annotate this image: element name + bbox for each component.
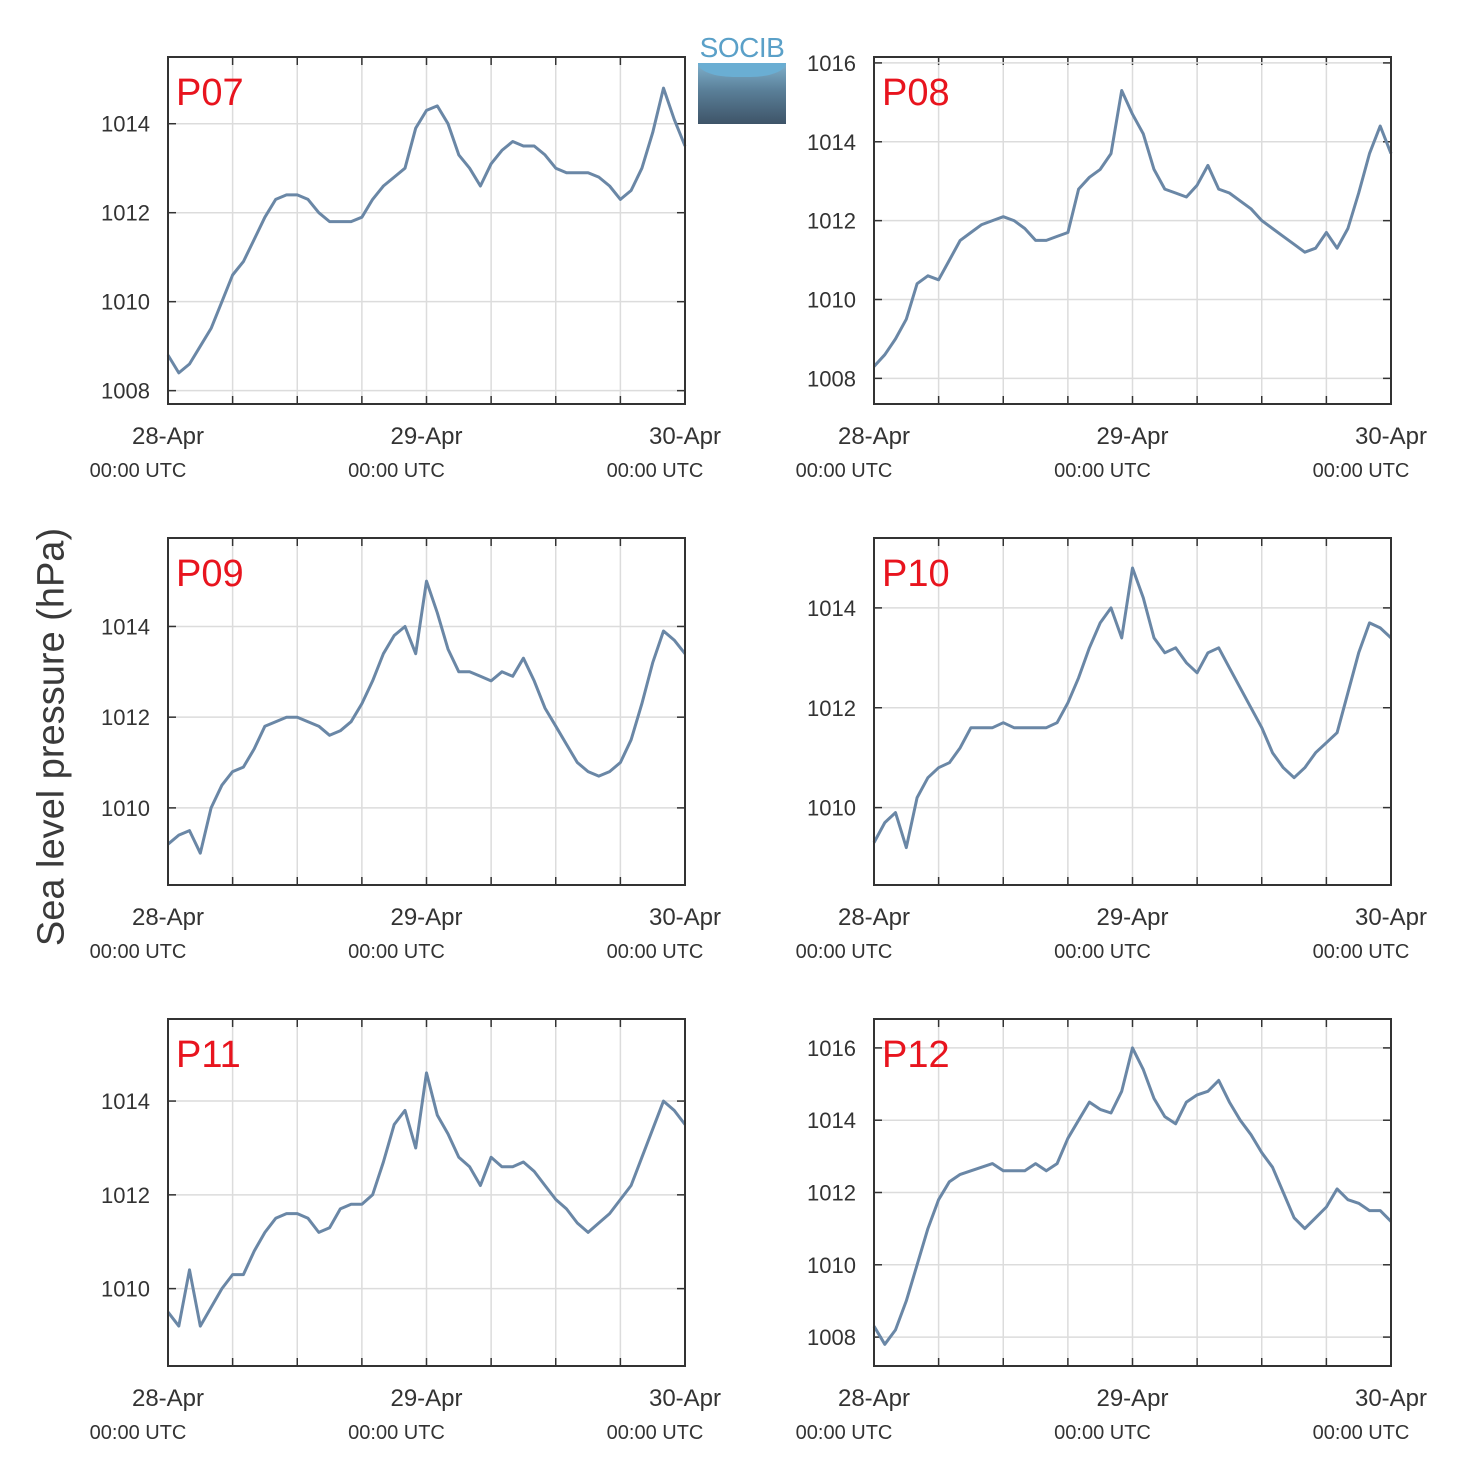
panel-label: P07 <box>176 72 244 114</box>
y-tick-label: 1014 <box>101 614 150 639</box>
y-tick-label: 1014 <box>807 1108 856 1133</box>
x-tick-label: 29-Apr <box>1096 423 1168 450</box>
axes-frame <box>167 1018 686 1367</box>
x-tick-sublabel: 00:00 UTC <box>1313 1422 1410 1444</box>
x-tick-sublabel: 00:00 UTC <box>90 1422 187 1444</box>
y-tick-label: 1014 <box>807 596 856 621</box>
axes-frame <box>167 56 686 405</box>
chart-panel-p11: 1010 1012 1014 28-Apr 00:00 UTC 29-Apr 00:00 U… <box>90 1018 721 1444</box>
x-tick-sublabel: 00:00 UTC <box>1313 460 1410 482</box>
chart-panel-p10: 1010 1012 1014 28-Apr 00:00 UTC 29-Apr 00:00 U… <box>796 537 1427 963</box>
chart-panel-p08: 1008 1010 1012 1014 1016 28-Apr 00:00 UTC 29-Ap… <box>796 51 1427 482</box>
x-tick-label: 28-Apr <box>132 423 204 450</box>
x-tick-label: 30-Apr <box>649 904 721 931</box>
panel-label: P10 <box>882 553 950 595</box>
series-line <box>872 566 1393 850</box>
x-tick-label: 29-Apr <box>1096 904 1168 931</box>
socib-logo: SOCIB <box>697 33 787 125</box>
y-tick-label: 1010 <box>807 288 856 313</box>
panel-label: P08 <box>882 72 950 114</box>
x-tick-sublabel: 00:00 UTC <box>607 1422 704 1444</box>
x-tick-label: 28-Apr <box>838 1385 910 1412</box>
x-tick-label: 29-Apr <box>390 423 462 450</box>
y-tick-label: 1008 <box>101 379 150 404</box>
panel-label: P12 <box>882 1034 950 1076</box>
y-tick-label: 1012 <box>807 696 856 721</box>
x-tick-sublabel: 00:00 UTC <box>348 460 445 482</box>
y-tick-label: 1008 <box>807 1325 856 1350</box>
chart-panel-p09: 1010 1012 1014 28-Apr 00:00 UTC 29-Apr 00:00 U… <box>90 537 721 963</box>
series-line <box>166 1071 687 1328</box>
x-tick-sublabel: 00:00 UTC <box>348 941 445 963</box>
axes-frame <box>873 56 1392 405</box>
x-tick-label: 30-Apr <box>649 1385 721 1412</box>
y-tick-label: 1012 <box>101 1183 150 1208</box>
x-tick-sublabel: 00:00 UTC <box>348 1422 445 1444</box>
chart-panel-p07: 1008 1010 1012 1014 28-Apr 00:00 UTC 29-Apr 00:… <box>90 56 721 482</box>
x-tick-sublabel: 00:00 UTC <box>90 941 187 963</box>
series-line <box>166 86 687 375</box>
panel-label: P11 <box>176 1034 241 1076</box>
y-tick-label: 1012 <box>807 209 856 234</box>
y-tick-label: 1010 <box>101 290 150 315</box>
y-tick-label: 1014 <box>101 112 150 137</box>
x-tick-sublabel: 00:00 UTC <box>1313 941 1410 963</box>
y-tick-label: 1012 <box>101 705 150 730</box>
x-tick-sublabel: 00:00 UTC <box>90 460 187 482</box>
x-tick-sublabel: 00:00 UTC <box>1054 460 1151 482</box>
axes-frame <box>167 537 686 886</box>
x-tick-label: 28-Apr <box>838 904 910 931</box>
x-tick-sublabel: 00:00 UTC <box>796 941 893 963</box>
x-tick-sublabel: 00:00 UTC <box>1054 1422 1151 1444</box>
x-tick-label: 30-Apr <box>649 423 721 450</box>
panel-label: P09 <box>176 553 244 595</box>
y-tick-label: 1008 <box>807 366 856 391</box>
x-tick-label: 28-Apr <box>838 423 910 450</box>
y-tick-label: 1014 <box>101 1089 150 1114</box>
logo-wave <box>698 63 786 77</box>
series-line <box>167 579 687 855</box>
x-tick-sublabel: 00:00 UTC <box>607 460 704 482</box>
y-tick-label: 1012 <box>807 1181 856 1206</box>
y-tick-label: 1010 <box>101 1277 150 1302</box>
axes-frame <box>873 1018 1392 1367</box>
chart-panel-p12: 1008 1010 1012 1014 1016 28-Apr 00:00 UTC 29-Ap… <box>796 1018 1427 1444</box>
x-tick-label: 28-Apr <box>132 1385 204 1412</box>
y-tick-label: 1014 <box>807 130 856 155</box>
y-tick-label: 1016 <box>807 51 856 76</box>
y-tick-label: 1010 <box>807 1253 856 1278</box>
series-line <box>872 89 1393 368</box>
x-tick-label: 29-Apr <box>390 904 462 931</box>
axes-frame <box>873 537 1392 886</box>
x-tick-sublabel: 00:00 UTC <box>607 941 704 963</box>
y-tick-label: 1010 <box>807 796 856 821</box>
series-line <box>872 1046 1393 1346</box>
x-tick-label: 30-Apr <box>1355 423 1427 450</box>
x-tick-label: 30-Apr <box>1355 1385 1427 1412</box>
x-tick-sublabel: 00:00 UTC <box>796 1422 893 1444</box>
x-tick-label: 30-Apr <box>1355 904 1427 931</box>
logo-text: SOCIB <box>699 32 785 63</box>
y-tick-label: 1016 <box>807 1036 856 1061</box>
x-tick-label: 28-Apr <box>132 904 204 931</box>
y-tick-label: 1012 <box>101 201 150 226</box>
x-tick-sublabel: 00:00 UTC <box>796 460 893 482</box>
y-tick-label: 1010 <box>101 796 150 821</box>
x-tick-label: 29-Apr <box>390 1385 462 1412</box>
x-tick-label: 29-Apr <box>1096 1385 1168 1412</box>
x-tick-sublabel: 00:00 UTC <box>1054 941 1151 963</box>
